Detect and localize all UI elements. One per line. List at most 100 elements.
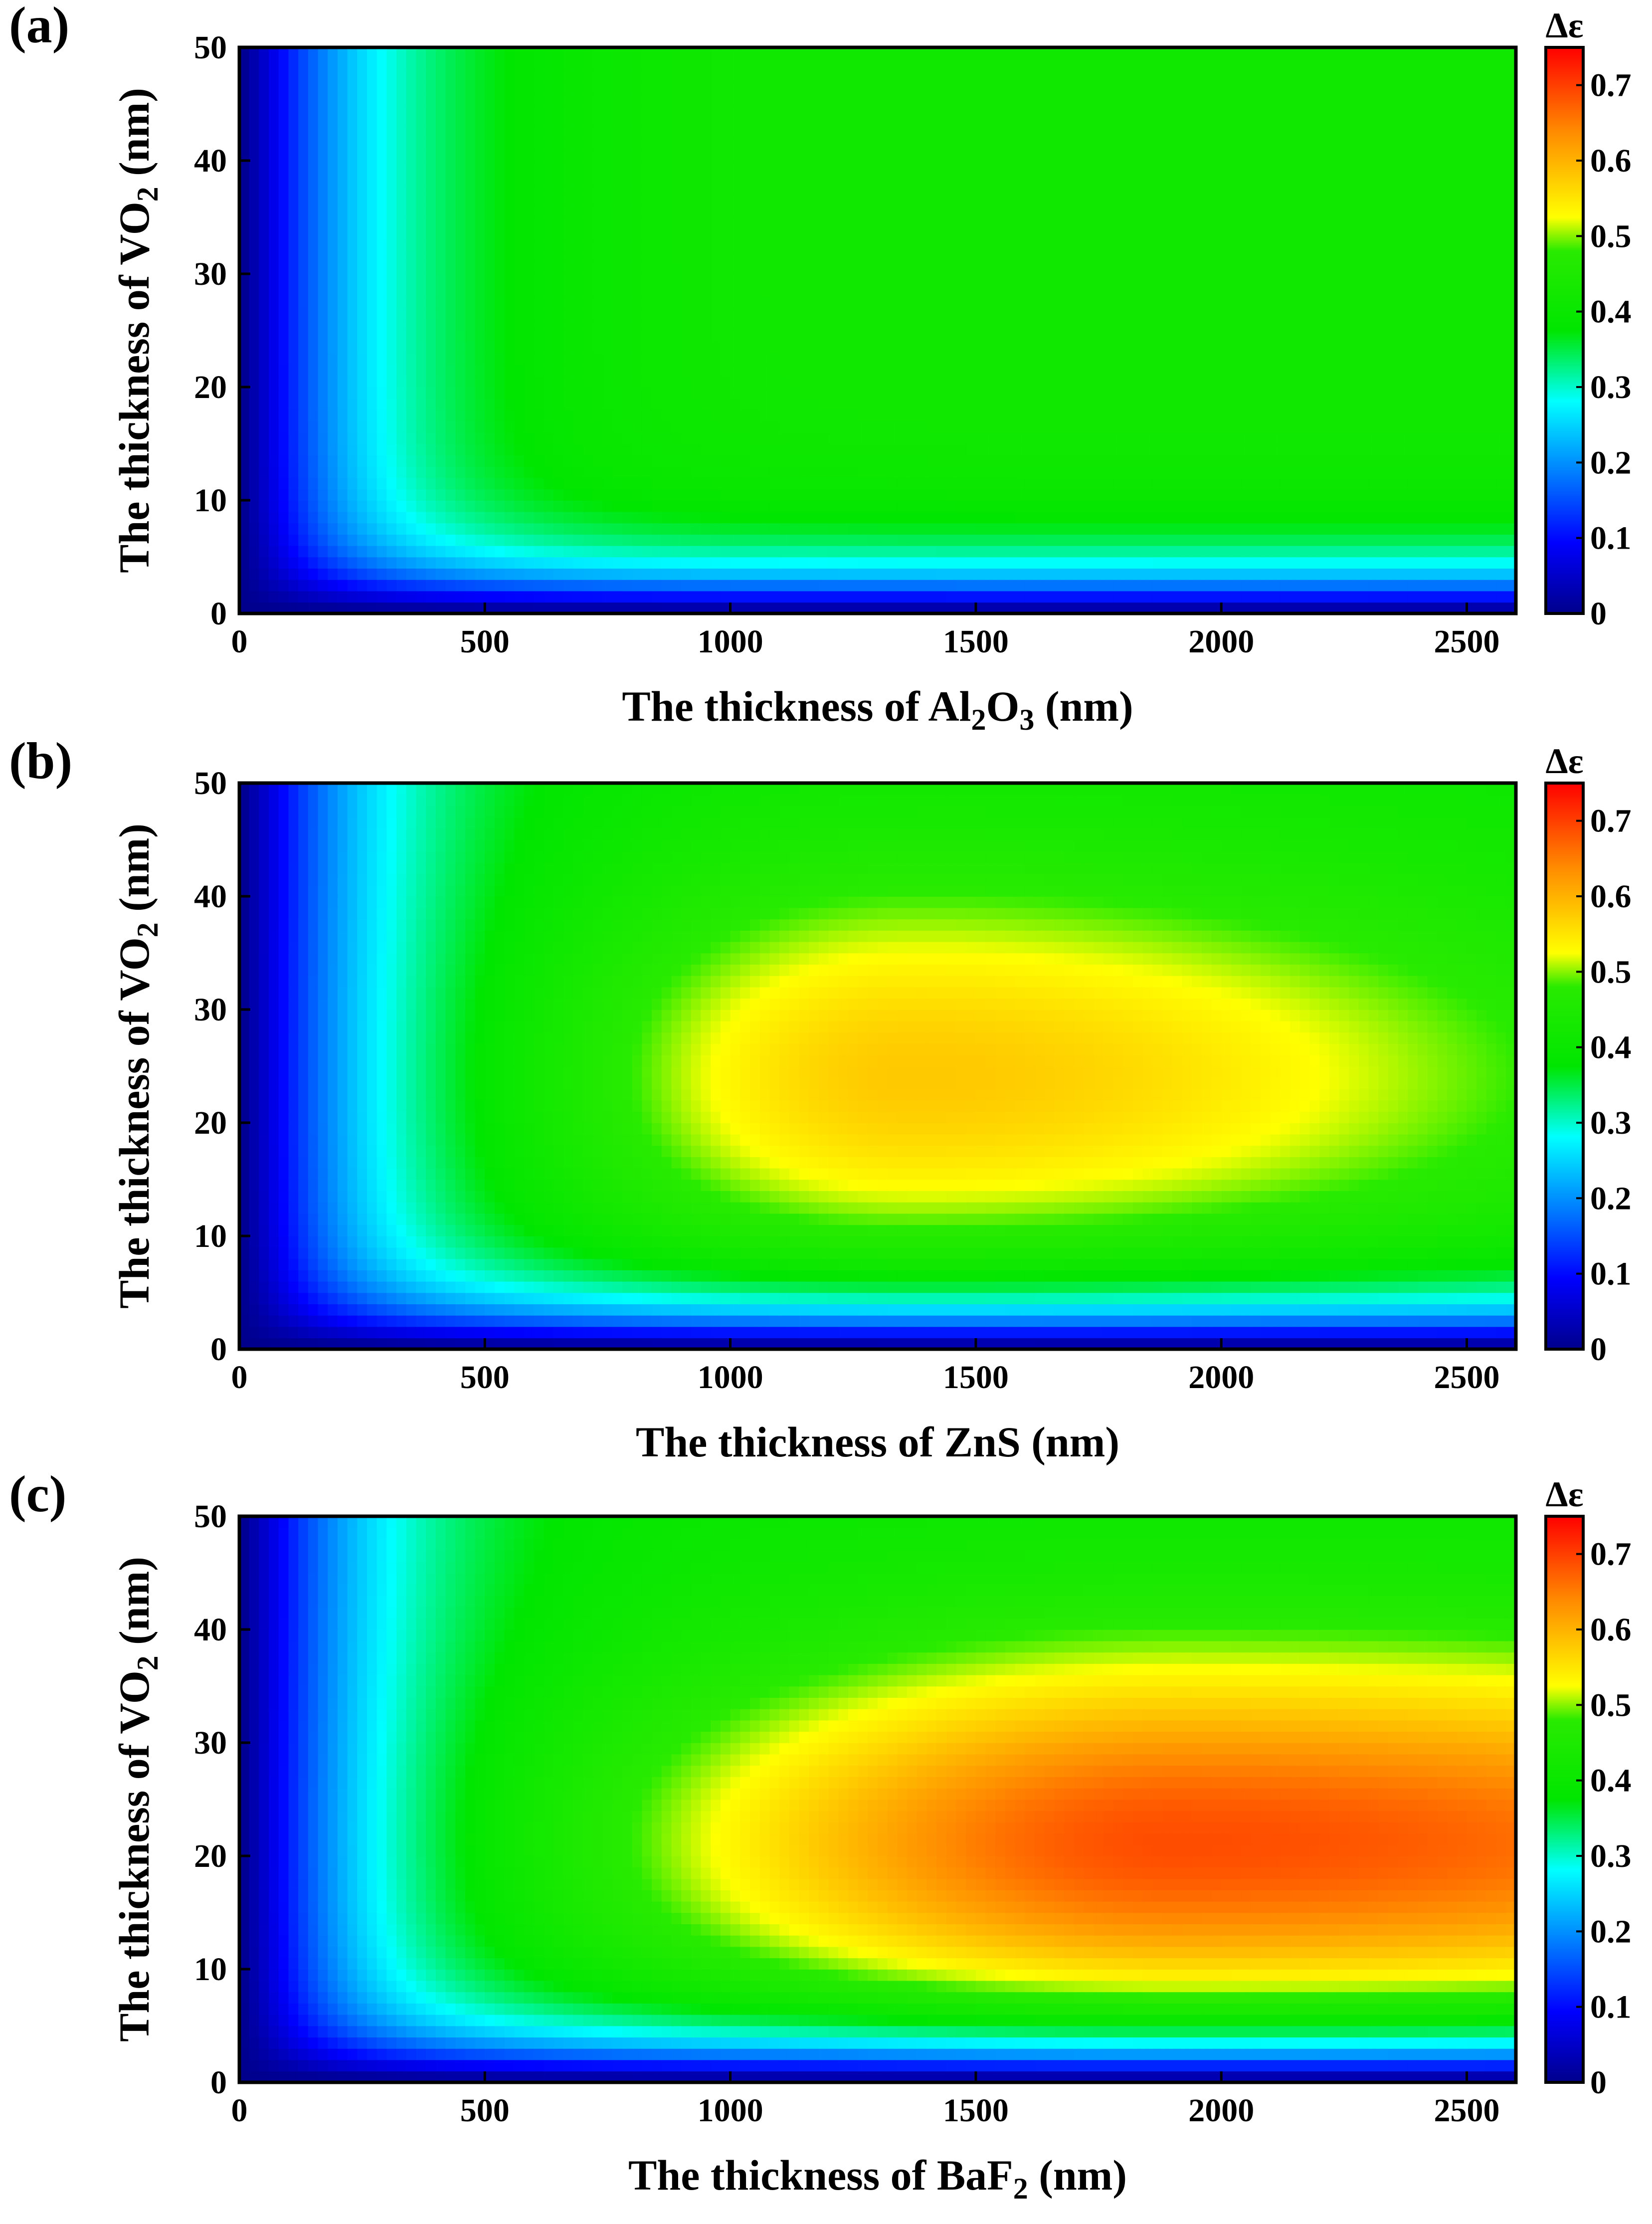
heatmap-cell [1290, 364, 1300, 377]
heatmap-cell [592, 262, 603, 274]
heatmap-cell [642, 376, 652, 388]
heatmap-cell [1476, 511, 1487, 524]
heatmap-cell [868, 568, 878, 580]
heatmap-cell [917, 387, 927, 399]
heatmap-cell [995, 602, 1006, 614]
heatmap-cell [1309, 557, 1320, 569]
heatmap-cell [1103, 500, 1114, 512]
heatmap-cell [1418, 432, 1428, 444]
heatmap-cell [1201, 466, 1212, 478]
heatmap-cell [328, 172, 338, 184]
heatmap-cell [406, 228, 417, 240]
heatmap-cell [1349, 398, 1359, 410]
heatmap-cell [926, 205, 937, 218]
heatmap-cell [1015, 500, 1026, 512]
heatmap-cell [573, 296, 584, 308]
heatmap-cell [985, 376, 996, 388]
heatmap-cell [769, 579, 780, 592]
heatmap-cell [995, 398, 1006, 410]
heatmap-cell [524, 602, 535, 614]
heatmap-cell [1496, 557, 1507, 569]
heatmap-cell [1025, 285, 1035, 297]
heatmap-cell [828, 489, 839, 501]
heatmap-cell [239, 421, 250, 433]
heatmap-cell [308, 319, 319, 331]
heatmap-cell [386, 477, 397, 490]
heatmap-cell [1182, 591, 1192, 603]
heatmap-cell [858, 195, 869, 206]
heatmap-cell [926, 602, 937, 614]
heatmap-cell [1074, 364, 1085, 377]
heatmap-cell [328, 511, 338, 524]
heatmap-cell [1231, 387, 1242, 399]
heatmap-cell [1162, 398, 1173, 410]
heatmap-cell [720, 376, 731, 388]
heatmap-cell [1113, 455, 1124, 467]
heatmap-cell [1408, 432, 1418, 444]
heatmap-cell [514, 262, 525, 274]
heatmap-cell [1339, 183, 1350, 195]
heatmap-cell [848, 353, 859, 365]
heatmap-cell [740, 511, 750, 524]
heatmap-cell [966, 443, 976, 455]
heatmap-cell [1201, 579, 1212, 592]
heatmap-cell [1280, 568, 1290, 580]
heatmap-cell [269, 274, 279, 286]
heatmap-cell [926, 296, 937, 308]
heatmap-cell [975, 409, 986, 421]
heatmap-cell [1142, 239, 1153, 252]
heatmap-cell [858, 308, 869, 320]
heatmap-cell [789, 568, 800, 580]
heatmap-cell [642, 579, 652, 592]
heatmap-cell [396, 172, 407, 184]
heatmap-cell [691, 195, 702, 206]
heatmap-cell [1231, 421, 1242, 433]
heatmap-cell [1251, 489, 1261, 501]
heatmap-cell [475, 421, 486, 433]
heatmap-cell [1358, 319, 1369, 331]
heatmap-cell [1221, 591, 1232, 603]
heatmap-cell [445, 432, 456, 444]
heatmap-cell [1172, 545, 1183, 558]
heatmap-cell [1005, 591, 1016, 603]
heatmap-cell [858, 500, 869, 512]
heatmap-cell [789, 477, 800, 490]
heatmap-cell [926, 489, 937, 501]
heatmap-cell [848, 228, 859, 240]
heatmap-cell [1152, 409, 1163, 421]
heatmap-cell [495, 489, 505, 501]
heatmap-cell [730, 239, 741, 252]
heatmap-cell [278, 398, 289, 410]
heatmap-cell [818, 500, 829, 512]
heatmap-cell [1123, 568, 1133, 580]
heatmap-cell [828, 364, 839, 377]
heatmap-cell [1476, 205, 1487, 218]
heatmap-cell [1064, 183, 1075, 195]
heatmap-cell [1162, 500, 1173, 512]
heatmap-cell [809, 477, 819, 490]
heatmap-cell [711, 443, 721, 455]
heatmap-cell [278, 568, 289, 580]
heatmap-cell [534, 308, 545, 320]
heatmap-cell [750, 557, 760, 569]
heatmap-cell [1329, 387, 1340, 399]
heatmap-cell [1398, 409, 1409, 421]
heatmap-cell [347, 602, 358, 614]
heatmap-cell [1349, 568, 1359, 580]
heatmap-cell [278, 262, 289, 274]
heatmap-cell [691, 511, 702, 524]
heatmap-cell [1231, 523, 1242, 535]
heatmap-cell [652, 568, 662, 580]
heatmap-cell [799, 319, 809, 331]
heatmap-cell [1418, 319, 1428, 331]
heatmap-cell [249, 591, 260, 603]
heatmap-cell [661, 376, 672, 388]
heatmap-cell [1103, 205, 1114, 218]
heatmap-cell [652, 308, 662, 320]
heatmap-cell [1103, 319, 1114, 331]
heatmap-cell [661, 443, 672, 455]
heatmap-cell [759, 409, 770, 421]
heatmap-cell [1457, 523, 1468, 535]
heatmap-cell [750, 545, 760, 558]
heatmap-cell [1496, 455, 1507, 467]
